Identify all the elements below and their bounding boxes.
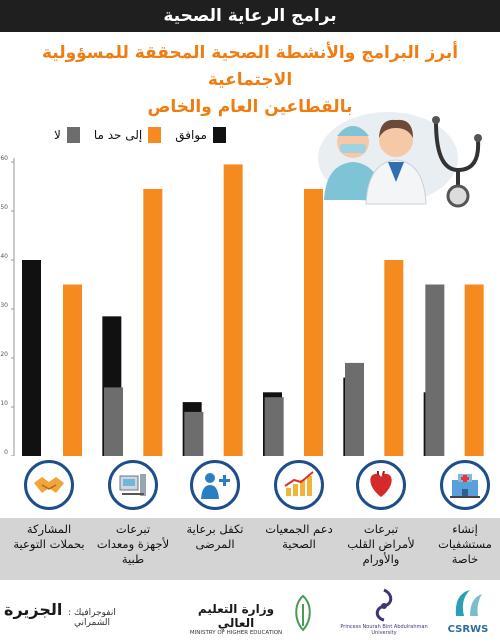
headline-line-1: أبرز البرامج والأنشطة الصحية المحققة للم… [41,43,459,90]
medical-equipment-icon [108,460,158,510]
bar-3-5 [425,284,445,456]
csrws-logo: CSRWS [440,586,496,635]
legend-item-somewhat: إلى حد ما [93,127,162,143]
bar-3-4 [345,362,364,456]
y-tick-label-6: 60 [0,155,8,162]
y-tick-label-4: 40 [0,253,8,260]
category-icon-row [0,456,500,518]
legend-item-no: لا [54,127,80,143]
heart-icon [356,460,406,510]
y-tick-label-3: 30 [0,302,8,309]
bar-3-3 [264,397,284,456]
headline-line-2: بالقطاعين العام والخاص [147,97,353,117]
university-name-en: Princess Nourah Bint Abdulrahman Univers… [340,624,428,636]
category-label-private-hospitals: إنشاء مستشفيات خاصة [438,522,492,566]
header-bar: برامج الرعاية الصحية [0,0,500,32]
legend-swatch-somewhat [148,127,162,143]
category-label-band: المشاركة بحملات التوعية تبرعات لأجهزة ومعد… [0,518,500,580]
growth-chart-icon [274,460,324,510]
legend-item-agree: موافق [175,127,226,143]
ministry-name-ar: وزارة التعليم العالي [197,602,275,630]
category-label-awareness: المشاركة بحملات التوعية [13,522,85,551]
y-tick-label-0: 0 [4,449,8,456]
bar-2-2 [143,188,163,456]
legend-swatch-no [66,127,80,143]
legend-swatch-agree [212,127,226,143]
handshake-icon [24,460,74,510]
ministry-emblem-icon [295,594,311,632]
y-tick-label-1: 10 [0,400,8,407]
footer: الجزيرة انفوجرافيك : الشمراني وزارة التع… [0,582,500,644]
legend-label-somewhat: إلى حد ما [93,128,143,142]
y-tick-label-2: 20 [0,351,8,358]
doctors-stethoscope-illustration [318,112,482,208]
bar-chart: 0 10 20 30 40 50 60 [0,155,484,456]
category-label-equipment: تبرعات لأجهزة ومعدات طبية [96,522,170,566]
chart-title: أبرز البرامج والأنشطة الصحية المحققة للم… [0,40,500,121]
bar-2-1 [63,284,82,456]
hospital-icon [440,460,490,510]
university-emblem-icon [375,588,393,622]
ministry-name-en: MINISTRY OF HIGHER EDUCATION [189,630,283,636]
header-title: برامج الرعاية الصحية [163,6,337,26]
category-label-patient-care: تكفل برعاية المرضى [186,522,244,551]
bar-3-2 [184,411,204,456]
bar-2-4 [304,188,323,456]
university-logo: Princess Nourah Bint Abdulrahman Univers… [338,588,430,636]
y-tick-label-5: 50 [0,204,8,211]
graphic-credit: انفوجرافيك : الشمراني [68,608,116,628]
bar-2-3 [223,164,243,456]
csrws-text: CSRWS [447,624,489,635]
legend-label-no: لا [54,128,61,142]
csrws-emblem-icon [455,590,482,616]
chart-legend: موافق إلى حد ما لا [40,124,226,146]
legend-label-agree: موافق [175,128,207,142]
bar-3-1 [104,387,123,456]
patient-care-icon [190,460,240,510]
category-label-heart-cancer: تبرعات لأمراض القلب والأورام [347,522,415,566]
newspaper-logo: الجزيرة [4,600,63,619]
bar-2-6 [464,284,484,456]
ministry-logo: وزارة التعليم العالي MINISTRY OF HIGHER … [186,602,286,636]
category-label-health-societies: دعم الجمعيات الصحية [265,522,333,551]
bar-1-1 [22,260,41,456]
bar-2-5 [384,260,404,456]
